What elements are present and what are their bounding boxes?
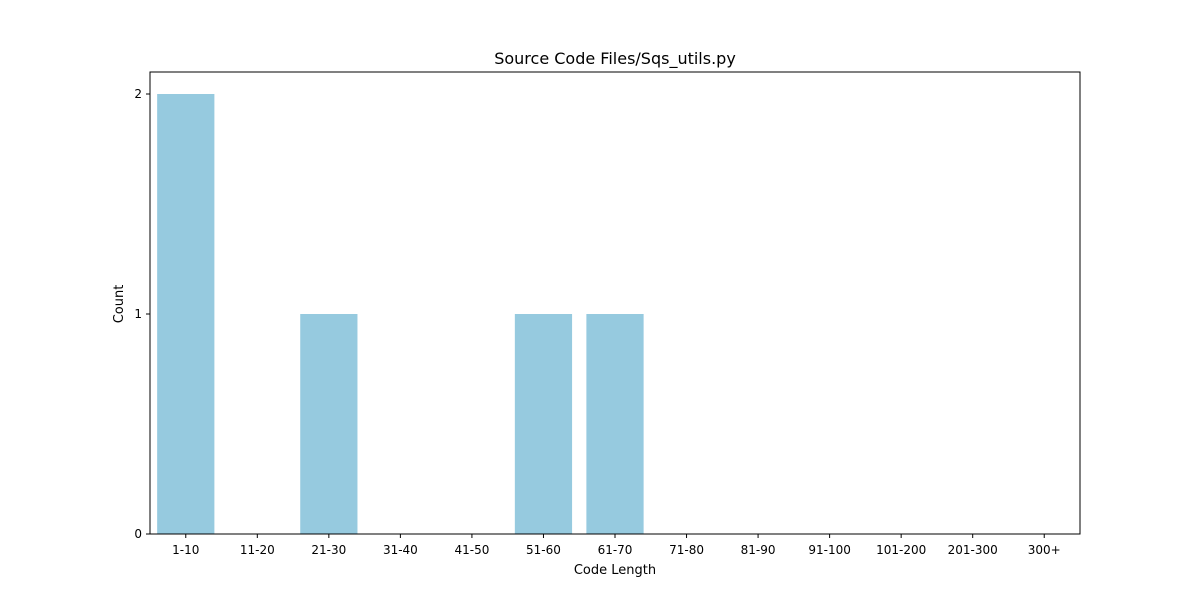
y-tick-label: 2 (134, 87, 142, 101)
x-tick-label: 300+ (1028, 543, 1061, 557)
x-axis-ticks: 1-10 11-20 21-30 31-40 41-50 51-60 61-70 71-80 8… (172, 534, 1061, 557)
x-tick-label: 31-40 (383, 543, 418, 557)
x-tick-label: 51-60 (526, 543, 561, 557)
y-axis-ticks: 0 1 2 (134, 87, 150, 541)
x-tick-label: 61-70 (598, 543, 633, 557)
x-tick-label: 81-90 (741, 543, 776, 557)
x-tick-label: 21-30 (311, 543, 346, 557)
bars-group (157, 94, 644, 534)
x-tick-label: 41-50 (454, 543, 489, 557)
x-tick-label: 101-200 (876, 543, 926, 557)
x-tick-label: 91-100 (808, 543, 851, 557)
bar-1-10 (157, 94, 215, 534)
y-tick-label: 0 (134, 527, 142, 541)
bar-61-70 (586, 314, 644, 534)
x-tick-label: 1-10 (172, 543, 199, 557)
chart-title: Source Code Files/Sqs_utils.py (494, 49, 736, 69)
x-axis-label: Code Length (574, 563, 656, 578)
x-tick-label: 201-300 (948, 543, 998, 557)
bar-51-60 (514, 314, 573, 534)
y-tick-label: 1 (134, 307, 142, 321)
x-tick-label: 11-20 (240, 543, 275, 557)
x-tick-label: 71-80 (669, 543, 704, 557)
bar-21-30 (300, 314, 358, 534)
y-axis-label: Count (112, 285, 127, 324)
